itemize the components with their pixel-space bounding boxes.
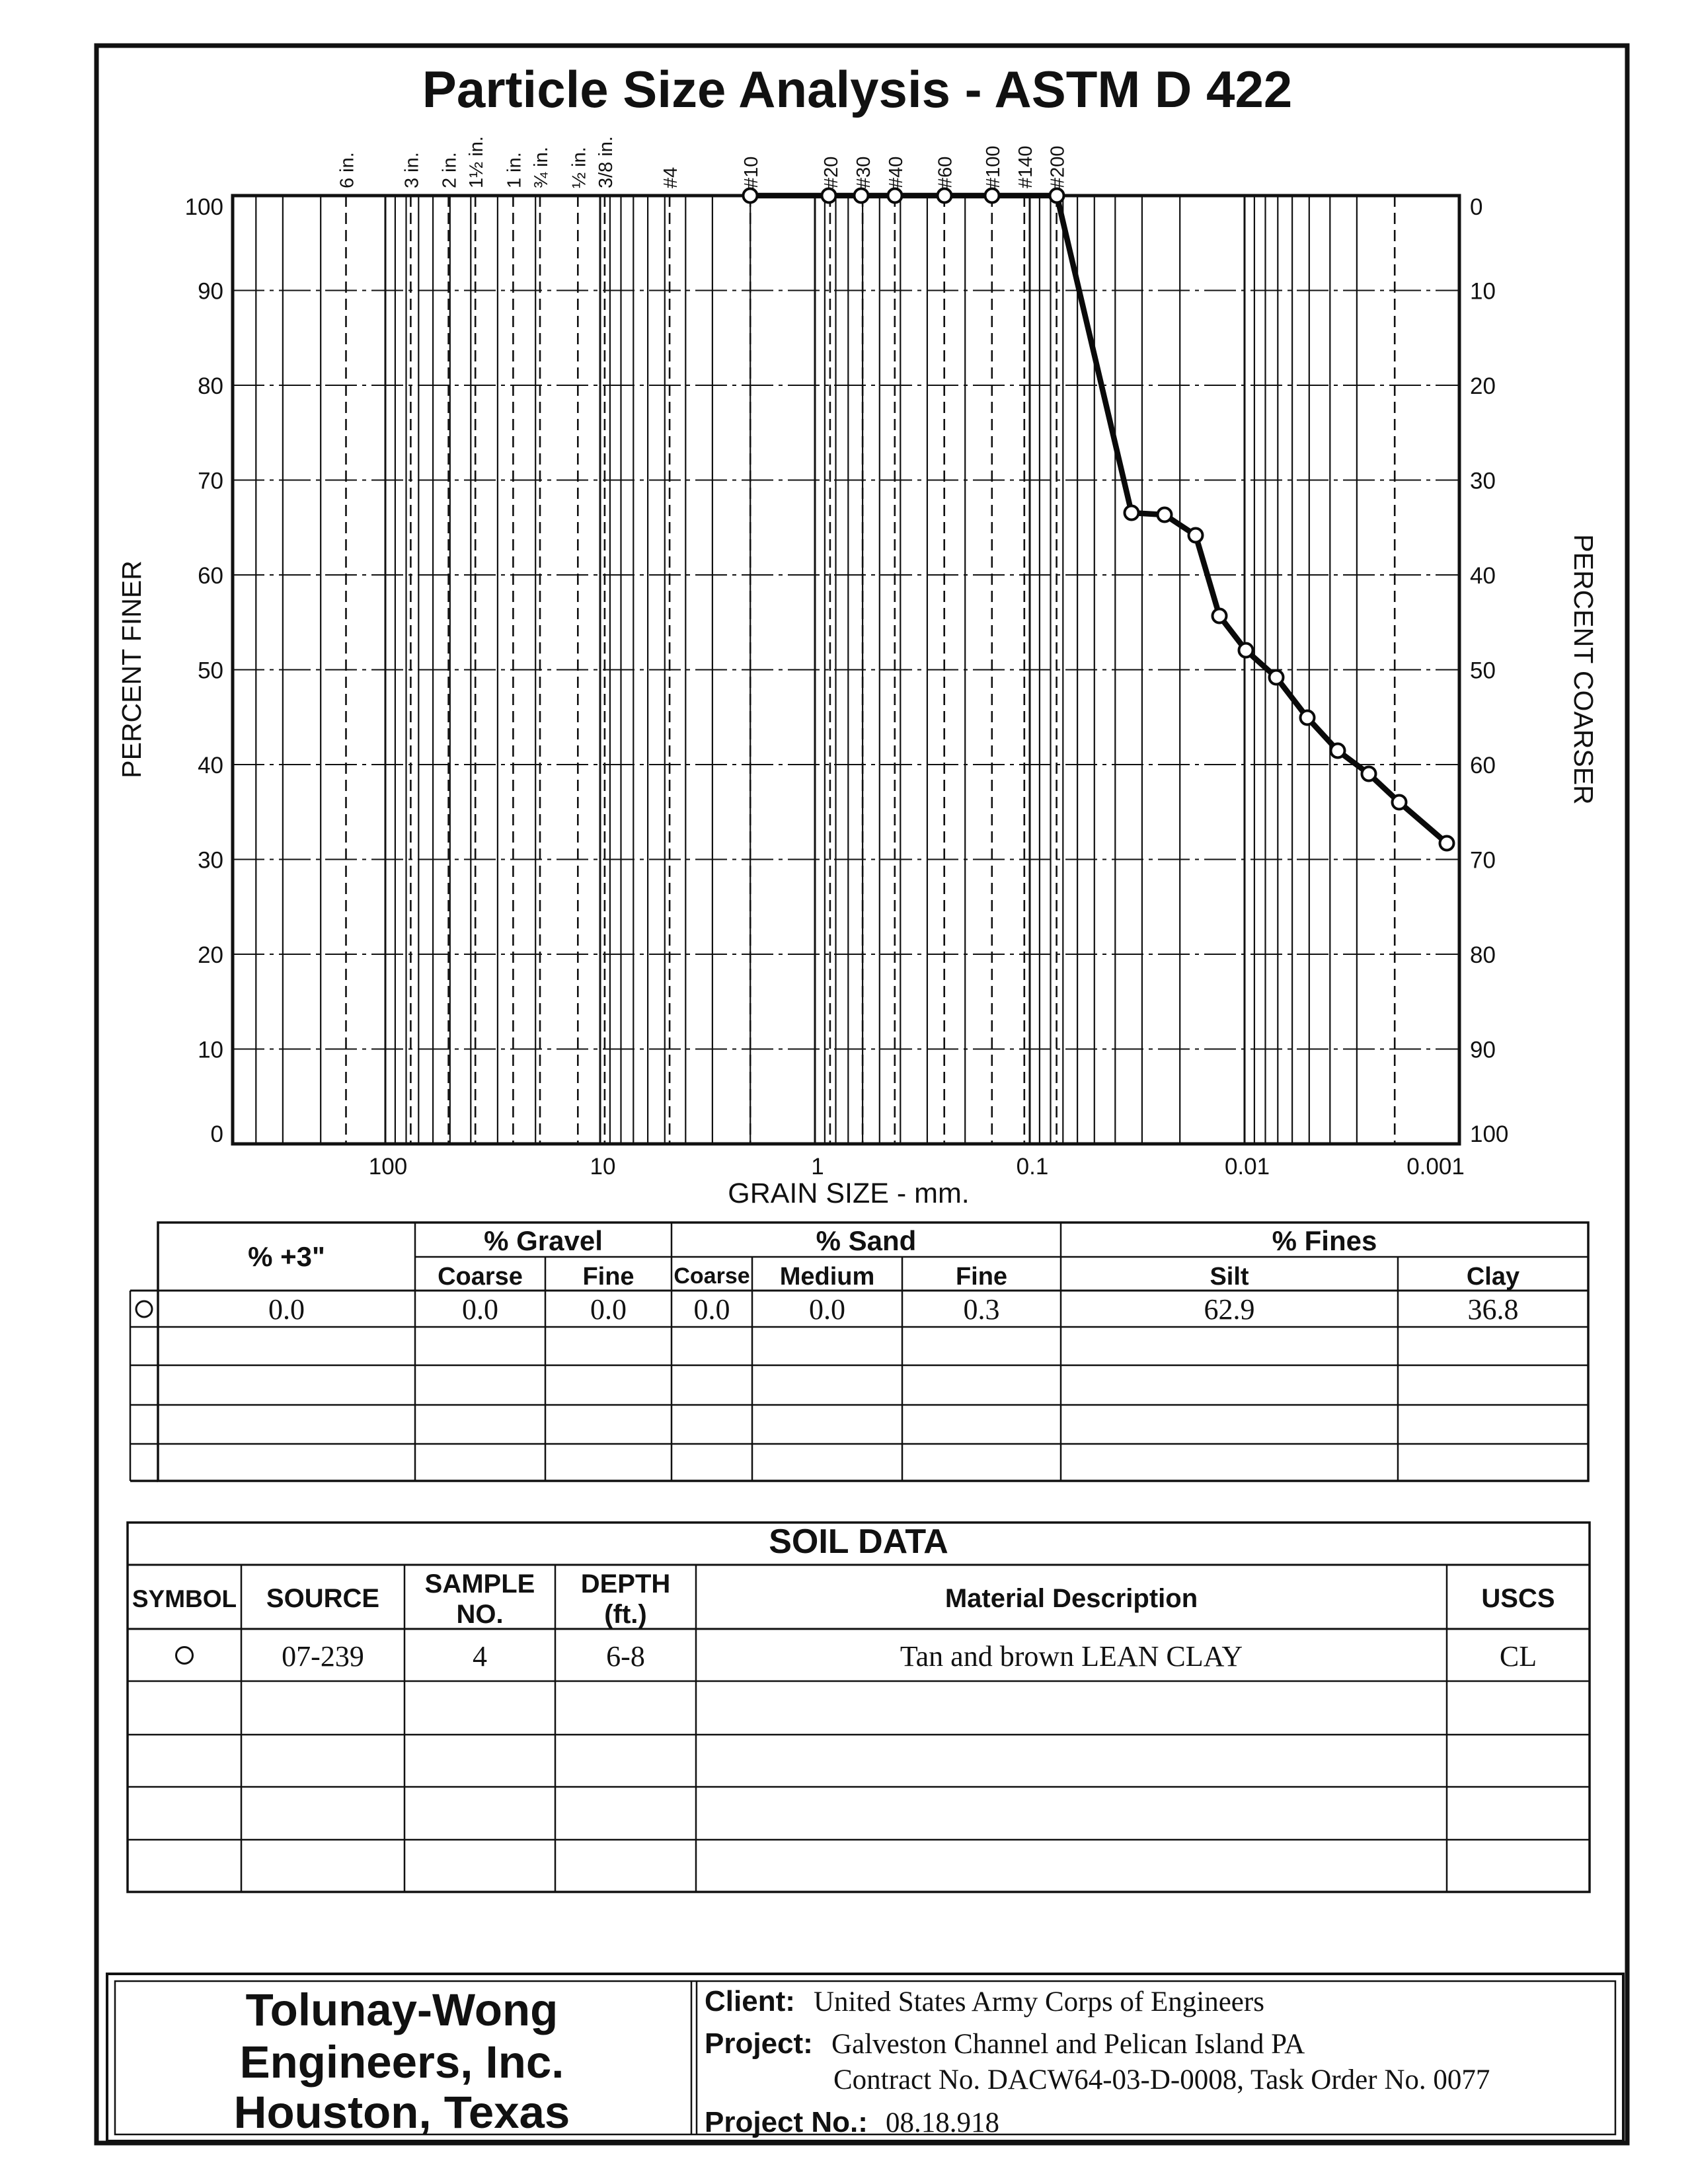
svg-text:07-239: 07-239: [282, 1640, 364, 1673]
svg-text:30: 30: [1470, 469, 1496, 494]
svg-text:0.1: 0.1: [1017, 1154, 1049, 1180]
svg-text:United States Army Corps of En: United States Army Corps of Engineers: [814, 1986, 1264, 2017]
svg-text:#40: #40: [886, 157, 907, 188]
svg-text:Contract No. DACW64-03-D-0008,: Contract No. DACW64-03-D-0008, Task Orde…: [833, 2064, 1490, 2095]
svg-text:#200: #200: [1048, 145, 1069, 188]
svg-text:% Gravel: % Gravel: [484, 1225, 603, 1256]
svg-text:PERCENT COARSER: PERCENT COARSER: [1568, 534, 1599, 804]
svg-text:(ft.): (ft.): [604, 1600, 646, 1629]
svg-text:10: 10: [1470, 279, 1496, 305]
svg-text:Material Description: Material Description: [945, 1584, 1198, 1613]
svg-text:0: 0: [211, 1121, 223, 1147]
svg-text:% Sand: % Sand: [816, 1225, 917, 1256]
svg-text:1 in.: 1 in.: [504, 152, 525, 188]
svg-text:DEPTH: DEPTH: [581, 1569, 671, 1599]
svg-text:% Fines: % Fines: [1272, 1225, 1377, 1256]
svg-text:50: 50: [198, 658, 223, 684]
svg-text:Fine: Fine: [582, 1263, 634, 1291]
svg-text:90: 90: [1470, 1037, 1496, 1063]
svg-text:20: 20: [198, 942, 223, 968]
svg-text:Coarse: Coarse: [438, 1263, 523, 1291]
svg-text:#100: #100: [983, 145, 1004, 188]
svg-text:CL: CL: [1500, 1640, 1537, 1673]
svg-text:30: 30: [198, 848, 223, 874]
svg-text:70: 70: [198, 469, 223, 494]
svg-text:SOIL DATA: SOIL DATA: [769, 1523, 948, 1561]
svg-text:Project:: Project:: [705, 2027, 813, 2060]
svg-text:08.18.918: 08.18.918: [886, 2107, 999, 2138]
svg-text:0.0: 0.0: [590, 1293, 627, 1326]
svg-text:0.0: 0.0: [268, 1293, 305, 1326]
svg-text:2 in.: 2 in.: [440, 152, 461, 188]
svg-text:PERCENT FINER: PERCENT FINER: [116, 560, 147, 778]
svg-text:#60: #60: [935, 157, 956, 188]
svg-text:Medium: Medium: [780, 1263, 875, 1291]
svg-text:#20: #20: [821, 157, 842, 188]
svg-text:60: 60: [198, 563, 223, 589]
svg-text:80: 80: [1470, 942, 1496, 968]
svg-text:SOURCE: SOURCE: [266, 1584, 379, 1613]
svg-text:Houston, Texas: Houston, Texas: [234, 2087, 570, 2138]
svg-text:6-8: 6-8: [606, 1640, 645, 1673]
svg-text:#30: #30: [853, 157, 874, 188]
svg-text:3/8 in.: 3/8 in.: [596, 136, 617, 188]
svg-text:70: 70: [1470, 848, 1496, 874]
svg-text:Galveston Channel and Pelican: Galveston Channel and Pelican Island PA: [831, 2029, 1305, 2060]
svg-text:Particle Size Analysis - ASTM: Particle Size Analysis - ASTM D 422: [422, 60, 1292, 118]
svg-text:20: 20: [1470, 373, 1496, 399]
svg-text:Coarse: Coarse: [673, 1263, 750, 1289]
svg-text:0.0: 0.0: [462, 1293, 498, 1326]
svg-text:6 in.: 6 in.: [337, 152, 358, 188]
svg-text:Clay: Clay: [1467, 1263, 1519, 1291]
svg-text:60: 60: [1470, 753, 1496, 778]
svg-text:0.0: 0.0: [809, 1293, 845, 1326]
svg-text:0.001: 0.001: [1406, 1154, 1465, 1180]
svg-text:3 in.: 3 in.: [401, 152, 422, 188]
svg-text:100: 100: [185, 194, 223, 220]
svg-text:40: 40: [1470, 563, 1496, 589]
svg-text:¾ in.: ¾ in.: [531, 147, 552, 188]
svg-text:100: 100: [369, 1154, 407, 1180]
svg-text:Project No.:: Project No.:: [705, 2106, 868, 2138]
svg-text:% +3": % +3": [248, 1241, 325, 1272]
svg-text:36.8: 36.8: [1468, 1293, 1519, 1326]
svg-text:0.0: 0.0: [694, 1293, 730, 1326]
svg-text:Tan and brown LEAN CLAY: Tan and brown LEAN CLAY: [900, 1640, 1243, 1673]
svg-text:0: 0: [1470, 194, 1482, 220]
svg-text:Silt: Silt: [1210, 1263, 1249, 1291]
svg-text:0.3: 0.3: [964, 1293, 1000, 1326]
svg-text:62.9: 62.9: [1204, 1293, 1255, 1326]
svg-text:10: 10: [198, 1037, 223, 1063]
svg-text:SAMPLE: SAMPLE: [425, 1569, 535, 1599]
svg-text:40: 40: [198, 753, 223, 778]
svg-text:Tolunay-Wong: Tolunay-Wong: [246, 1984, 558, 2035]
svg-text:90: 90: [198, 279, 223, 305]
svg-text:0.01: 0.01: [1225, 1154, 1270, 1180]
svg-text:1½ in.: 1½ in.: [466, 136, 487, 188]
svg-text:100: 100: [1470, 1121, 1508, 1147]
svg-text:NO.: NO.: [456, 1600, 503, 1629]
svg-text:10: 10: [590, 1154, 616, 1180]
svg-text:Engineers, Inc.: Engineers, Inc.: [240, 2037, 564, 2088]
svg-text:#4: #4: [660, 167, 681, 188]
svg-text:#10: #10: [741, 157, 762, 188]
svg-text:USCS: USCS: [1481, 1584, 1555, 1613]
svg-text:GRAIN SIZE - mm.: GRAIN SIZE - mm.: [728, 1178, 970, 1209]
svg-text:4: 4: [473, 1640, 487, 1673]
svg-text:#140: #140: [1015, 145, 1036, 188]
svg-text:SYMBOL: SYMBOL: [132, 1585, 237, 1612]
svg-text:Fine: Fine: [956, 1263, 1007, 1291]
svg-text:½ in.: ½ in.: [568, 147, 590, 188]
svg-text:Client:: Client:: [705, 1985, 795, 2017]
svg-text:50: 50: [1470, 658, 1496, 684]
svg-text:1: 1: [811, 1154, 824, 1180]
svg-text:80: 80: [198, 373, 223, 399]
